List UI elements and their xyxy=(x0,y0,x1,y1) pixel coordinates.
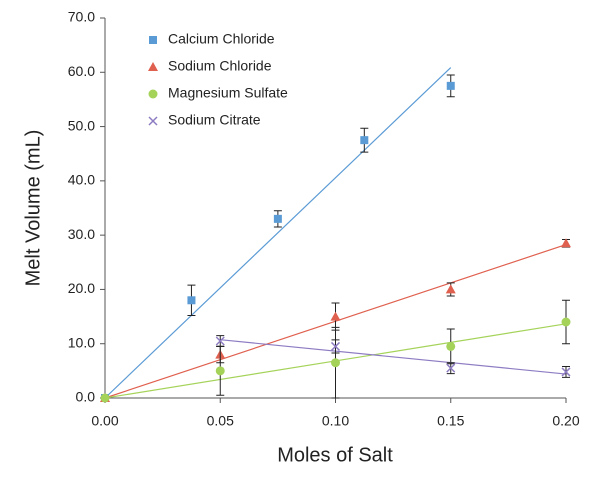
x-tick-label: 0.00 xyxy=(91,413,118,429)
marker xyxy=(330,341,341,351)
y-tick-label: 30.0 xyxy=(68,226,95,242)
marker xyxy=(215,366,225,376)
marker xyxy=(561,317,571,327)
marker xyxy=(331,358,340,368)
y-tick-label: 10.0 xyxy=(68,334,95,350)
marker xyxy=(148,89,158,99)
marker xyxy=(215,336,225,346)
legend-label: Sodium Citrate xyxy=(168,112,261,128)
x-axis-title: Moles of Salt xyxy=(277,444,393,466)
marker xyxy=(149,36,157,44)
marker xyxy=(446,363,456,373)
y-axis-title: Melt Volume (mL) xyxy=(22,130,44,287)
marker xyxy=(330,311,341,321)
y-tick-label: 0.0 xyxy=(76,389,96,405)
y-tick-label: 60.0 xyxy=(68,63,95,79)
legend-label: Magnesium Sulfate xyxy=(168,85,288,101)
x-tick-label: 0.20 xyxy=(552,413,579,429)
marker xyxy=(561,238,571,248)
trendline xyxy=(220,339,567,375)
legend-label: Calcium Chloride xyxy=(168,31,275,47)
y-tick-label: 20.0 xyxy=(68,280,95,296)
marker xyxy=(446,341,456,351)
marker xyxy=(187,296,196,305)
x-tick-label: 0.15 xyxy=(437,413,464,429)
y-tick-label: 50.0 xyxy=(68,117,95,133)
marker xyxy=(100,393,110,403)
marker xyxy=(446,81,455,90)
y-tick-label: 40.0 xyxy=(68,172,95,188)
marker xyxy=(561,367,571,377)
marker xyxy=(148,62,158,71)
legend-label: Sodium Chloride xyxy=(168,58,272,74)
marker xyxy=(445,284,456,294)
marker xyxy=(148,116,158,126)
trendline xyxy=(104,67,452,399)
marker xyxy=(273,214,282,223)
marker xyxy=(360,136,369,145)
y-tick-label: 70.0 xyxy=(68,9,95,25)
x-tick-label: 0.10 xyxy=(322,413,349,429)
x-tick-label: 0.05 xyxy=(207,413,234,429)
